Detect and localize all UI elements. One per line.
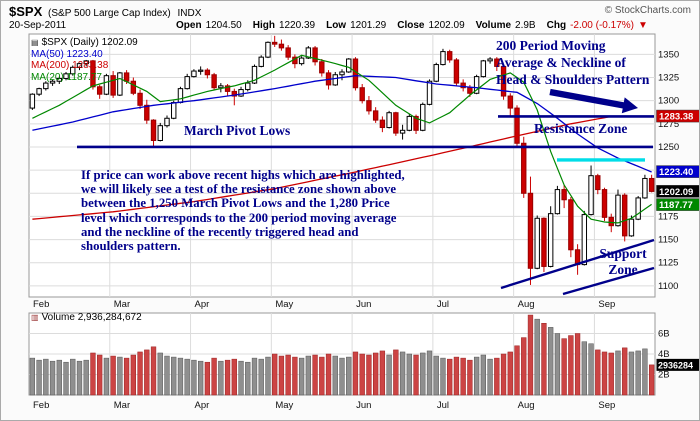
svg-text:1187.77: 1187.77 [659, 200, 693, 211]
legend-row-ma200: MA(200) 1283.38 [31, 60, 109, 71]
quote-bar: 20-Sep-2011 Open 1204.50 High 1220.39 Low 1201… [9, 20, 648, 31]
symbol: $SPX [9, 4, 43, 19]
svg-text:Feb: Feb [33, 400, 49, 411]
svg-text:1283.38: 1283.38 [659, 112, 693, 123]
annotation-line: and the neckline of the recently trigger… [81, 224, 359, 239]
copyright: © StockCharts.com [604, 5, 691, 16]
svg-text:Aug: Aug [518, 299, 535, 310]
svg-text:4B: 4B [658, 349, 670, 360]
annotation-line: Support [599, 246, 647, 261]
date-label: 20-Sep-2011 [9, 20, 67, 31]
annotation-line: If price can work above recent highs whi… [81, 168, 405, 182]
open-value: 1204.50 [205, 20, 242, 31]
svg-text:Mar: Mar [114, 299, 130, 310]
close-value: 1202.09 [428, 20, 465, 31]
annotation-line: Average & Neckline of [496, 55, 626, 70]
svg-text:May: May [275, 400, 293, 411]
annotation-neckline-note: 200 Period Moving Average & Neckline of … [496, 37, 649, 88]
svg-text:Apr: Apr [195, 299, 210, 310]
chart-legend: ▤ $SPX (Daily) 1202.09 MA(50) 1223.40 MA(… [31, 37, 138, 83]
svg-text:1223.40: 1223.40 [659, 167, 693, 178]
svg-text:2936284: 2936284 [658, 360, 693, 370]
svg-text:1250: 1250 [658, 142, 679, 153]
legend-row-ma50: MA(50) 1223.40 [31, 48, 103, 60]
annotation-march-pivot-lows: March Pivot Lows [184, 123, 291, 138]
svg-text:1150: 1150 [658, 235, 678, 246]
svg-text:Mar: Mar [114, 400, 130, 411]
svg-text:1300: 1300 [658, 96, 679, 107]
annotation-support-zone: Support Zone [589, 246, 657, 277]
svg-text:Jul: Jul [437, 299, 449, 310]
svg-text:Aug: Aug [518, 400, 535, 411]
svg-text:Jun: Jun [356, 400, 371, 411]
low-value: 1201.29 [350, 20, 387, 31]
annotation-resistance-zone: Resistance Zone [534, 121, 628, 136]
down-arrow-icon: ▼ [637, 20, 648, 31]
exchange-tag: INDX [177, 8, 202, 19]
svg-text:Feb: Feb [33, 299, 49, 310]
svg-text:Apr: Apr [195, 400, 210, 411]
index-name: (S&P 500 Large Cap Index) [48, 8, 171, 19]
annotation-line: between the 1,250 March Pivot Lows and t… [81, 196, 390, 211]
high-value: 1220.39 [278, 20, 316, 31]
annotation-line: we will likely see a test of the resista… [81, 182, 397, 197]
svg-text:6B: 6B [658, 329, 670, 340]
svg-text:1202.09: 1202.09 [659, 187, 693, 198]
svg-text:1125: 1125 [658, 258, 678, 269]
annotation-line: shoulders pattern. [81, 239, 181, 254]
svg-text:Sep: Sep [598, 299, 615, 310]
annotation-line: Zone [608, 261, 638, 277]
svg-text:1350: 1350 [658, 49, 679, 60]
volume-legend: ▥ Volume 2,936,284,672 [31, 312, 142, 323]
open-label: Open [176, 20, 202, 31]
legend-main: $SPX (Daily) 1202.09 [41, 37, 138, 48]
low-label: Low [326, 20, 347, 31]
svg-text:2B: 2B [658, 370, 670, 381]
svg-text:Sep: Sep [598, 400, 615, 411]
svg-text:Jul: Jul [437, 400, 449, 411]
svg-text:1100: 1100 [658, 281, 678, 292]
annotation-line: level which corresponds to the 200 perio… [81, 210, 397, 225]
svg-text:1325: 1325 [658, 73, 679, 84]
annotation-paragraph: If price can work above recent highs whi… [81, 168, 405, 253]
legend-row-ma20: MA(20) 1187.77 [31, 71, 102, 83]
volume-legend-text: Volume 2,936,284,672 [41, 312, 142, 323]
chart-header: $SPX (S&P 500 Large Cap Index) INDX [9, 4, 201, 19]
volume-value: 2.9B [515, 20, 536, 31]
svg-text:Jun: Jun [356, 299, 371, 310]
volume-label: Volume [475, 20, 512, 31]
svg-text:May: May [275, 299, 293, 310]
high-label: High [252, 20, 275, 31]
annotation-line: Head & Shoulders Pattern [496, 72, 650, 87]
svg-text:1275: 1275 [658, 119, 679, 130]
legend-row-main: ▤ $SPX (Daily) 1202.09 [31, 37, 138, 49]
chg-label: Chg [546, 20, 567, 31]
volume-bars-icon: ▥ [31, 313, 39, 322]
chart-type-icon: ▤ [31, 38, 39, 47]
chg-value: -2.00 (-0.17%) [570, 20, 634, 31]
svg-text:1175: 1175 [658, 211, 678, 222]
close-label: Close [397, 20, 425, 31]
annotation-line: 200 Period Moving [496, 38, 606, 53]
